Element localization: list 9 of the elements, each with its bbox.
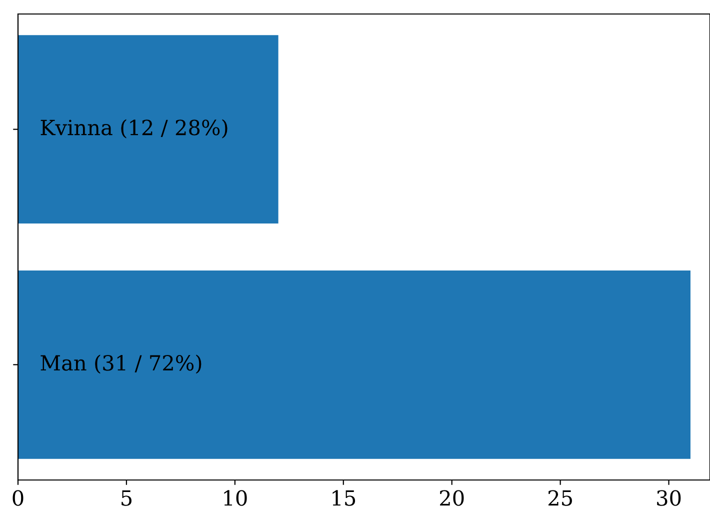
x-tick-label: 30	[657, 490, 681, 506]
data-label: Kvinna (12 / 28%)	[40, 119, 228, 138]
data-label: Man (31 / 72%)	[40, 354, 202, 374]
x-tick-label: 0	[12, 490, 24, 506]
x-tick-label: 25	[548, 490, 572, 506]
x-tick-label: 5	[122, 490, 132, 506]
x-tick-label: 10	[224, 490, 247, 506]
x-tick-label: 15	[332, 490, 356, 506]
x-tick-label: 20	[440, 490, 464, 506]
